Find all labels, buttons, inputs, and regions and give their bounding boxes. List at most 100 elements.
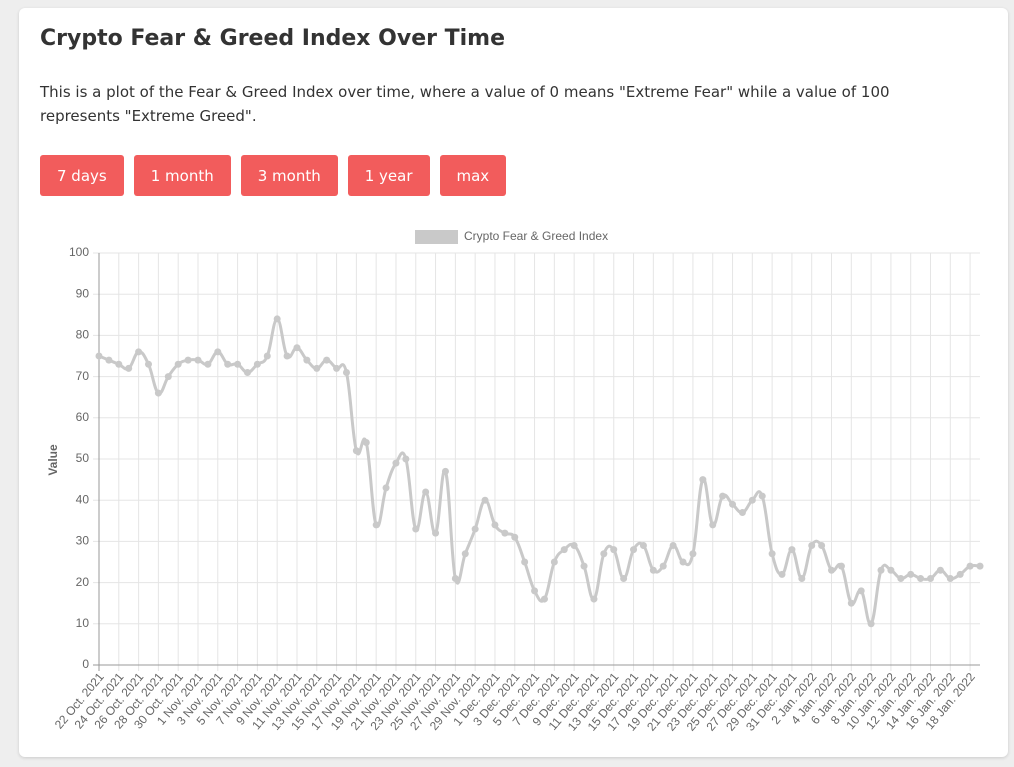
data-point [194,356,202,364]
data-point [441,467,449,475]
range-button[interactable]: 1 month [133,155,231,196]
data-point [451,574,459,582]
data-point [590,595,598,603]
data-point [402,455,410,463]
data-point [600,550,608,558]
data-point [580,562,588,570]
data-point [253,360,261,368]
range-button[interactable]: 3 month [240,155,338,196]
y-tick-label: 0 [82,657,89,671]
data-point [828,566,836,574]
range-button[interactable]: 1 year [347,155,430,196]
y-tick-label: 20 [76,575,90,589]
data-point [669,542,677,550]
data-point [798,574,806,582]
data-point [808,542,816,550]
y-tick-label: 100 [69,245,89,259]
data-point [333,364,341,372]
y-tick-label: 40 [76,492,90,506]
data-point [511,533,519,541]
data-point [184,356,192,364]
data-point [966,562,974,570]
data-point [738,509,746,517]
data-point [154,389,162,397]
data-point [501,529,509,537]
data-point [481,496,489,504]
data-point [422,488,430,496]
data-point [927,574,935,582]
data-point [936,566,944,574]
data-point [540,595,548,603]
y-tick-label: 10 [76,616,90,630]
data-point [867,620,875,628]
data-point [729,500,737,508]
data-point [976,562,984,570]
data-point [273,315,281,323]
data-point [917,574,925,582]
y-tick-label: 80 [76,328,90,342]
data-point [620,574,628,582]
data-point [303,356,311,364]
range-button[interactable]: max [439,155,507,196]
data-point [382,484,390,492]
data-point [818,542,826,550]
data-point [639,542,647,550]
data-point [699,476,707,484]
data-point [204,360,212,368]
data-point [837,562,845,570]
card: Crypto Fear & Greed Index Over Time This… [19,8,1008,757]
data-point [857,587,865,595]
data-point [313,364,321,372]
data-point [630,546,638,554]
data-point [342,368,350,376]
data-point [412,525,420,533]
button-bar: 7 days 1 month 3 month 1 year max [40,155,507,196]
data-point [748,496,756,504]
data-point [362,439,370,447]
data-point [214,348,222,356]
data-point [95,352,103,360]
data-point [144,360,152,368]
data-point [323,356,331,364]
data-point [372,521,380,529]
data-point [164,373,172,381]
data-point [521,558,529,566]
data-point [560,546,568,554]
data-point [115,360,123,368]
data-point [224,360,232,368]
range-button[interactable]: 7 days [40,155,124,196]
data-point [689,550,697,558]
data-point [283,352,291,360]
data-point [234,360,242,368]
description: This is a plot of the Fear & Greed Index… [40,83,890,125]
y-tick-label: 90 [76,286,90,300]
data-point [243,368,251,376]
data-point [659,562,667,570]
data-point [461,550,469,558]
data-point [887,566,895,574]
data-point [125,364,133,372]
data-point [758,492,766,500]
data-point [719,492,727,500]
data-point [352,447,360,455]
data-point [392,459,400,467]
data-point [550,558,558,566]
data-point [174,360,182,368]
data-point [679,558,687,566]
legend-label: Crypto Fear & Greed Index [464,229,608,243]
data-point [263,352,271,360]
data-point [877,566,885,574]
data-point [897,574,905,582]
y-tick-label: 30 [76,534,90,548]
data-point [570,542,578,550]
data-point [778,570,786,578]
data-point [432,529,440,537]
data-point [768,550,776,558]
y-tick-label: 50 [76,451,90,465]
y-axis-label: Value [46,444,60,476]
data-point [293,344,301,352]
data-point [946,574,954,582]
y-tick-label: 60 [76,410,90,424]
